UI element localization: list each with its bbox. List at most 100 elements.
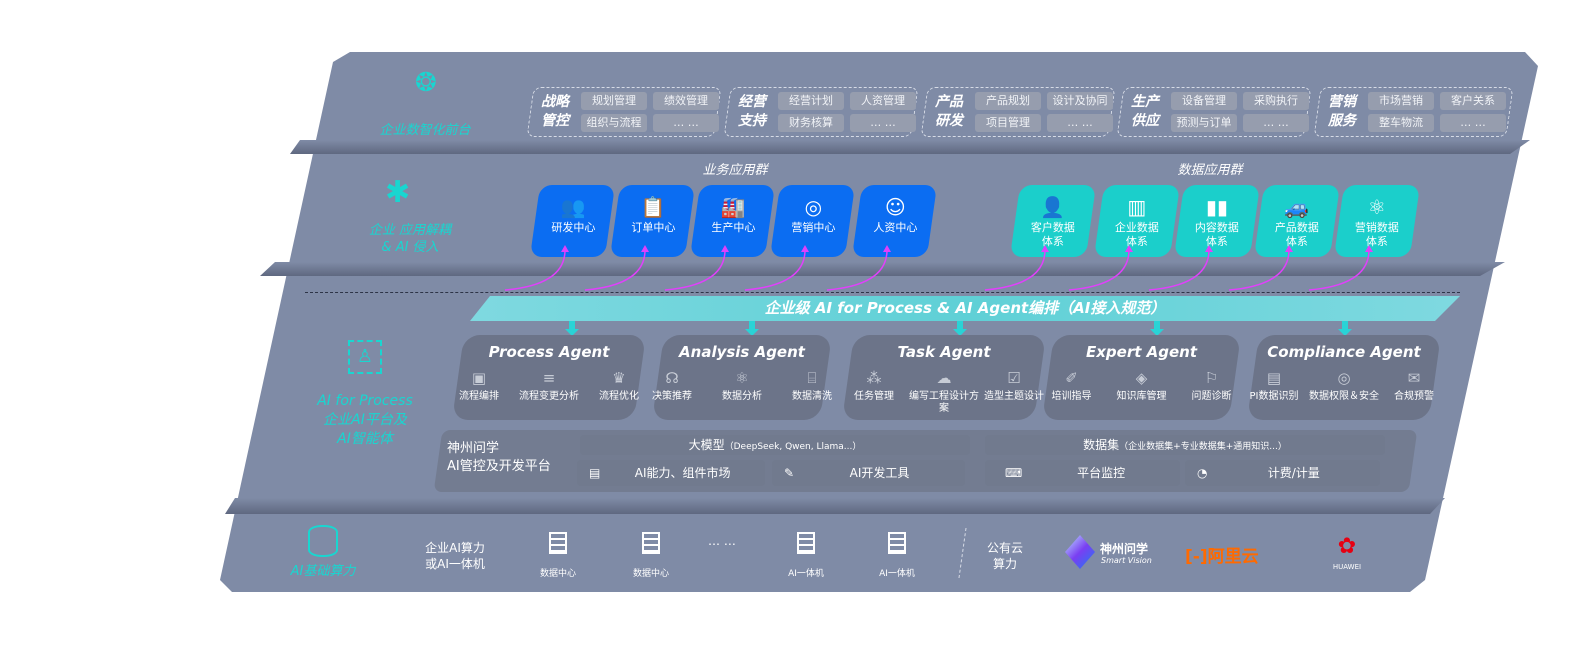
agent-feature[interactable]: ▣ 流程编排 xyxy=(444,369,514,403)
feature-icon: ▣ xyxy=(471,369,487,387)
server-label: AI一体机 xyxy=(788,569,824,579)
business-group-title: 业务应用群 xyxy=(702,163,768,178)
server-item: 数据中心 xyxy=(528,532,588,579)
public-cloud-2: 算力 xyxy=(992,557,1017,571)
server-item: AI一体机 xyxy=(867,532,927,579)
agent-card[interactable]: Task Agent ⁂ 任务管理 ☁ 编写工程设计方案 ☑ 造型主题设计 xyxy=(842,335,1046,420)
orchestration-banner: 企业级 AI for Process & AI Agent编排（AI接入规范） xyxy=(470,296,1460,321)
enterprise-compute-2: 或AI一体机 xyxy=(425,557,485,571)
apps-layer-label-1: 企业 应用解耦 xyxy=(368,223,452,238)
feature-label: 数据清洗 xyxy=(792,391,832,402)
platform-title-2: AI管控及开发平台 xyxy=(447,459,551,474)
arrowhead xyxy=(1041,245,1049,252)
feature-icon: ✉ xyxy=(1407,369,1421,387)
arrowhead xyxy=(1365,245,1373,252)
monitor-icon: ⌨ xyxy=(1005,466,1023,480)
teal-down-arrow xyxy=(1338,321,1352,336)
feature-icon: ◈ xyxy=(1135,369,1148,387)
dataset-bar: 数据集（企业数据集+专业数据集+通用知识...） xyxy=(985,435,1385,455)
layer-divider xyxy=(225,498,1445,514)
agent-card[interactable]: Process Agent ▣ 流程编排 ≡ 流程变更分析 ♛ 流程优化 xyxy=(452,335,646,420)
feature-icon: ▤ xyxy=(1266,369,1282,387)
magenta-connector xyxy=(1068,249,1130,291)
feature-label: 任务管理 xyxy=(854,391,894,402)
agent-feature[interactable]: ◎ 数据权限＆安全 xyxy=(1309,369,1379,403)
feature-label: 数据权限＆安全 xyxy=(1309,391,1379,402)
feature-label: 问题诊断 xyxy=(1191,391,1232,402)
feature-icon: ☁ xyxy=(936,369,952,387)
public-cloud-1: 公有云 xyxy=(986,541,1023,555)
magenta-connector xyxy=(744,249,806,291)
agent-card[interactable]: Analysis Agent ☊ 决策推荐 ⚛ 数据分析 ⌸ 数据清洗 xyxy=(652,335,832,420)
server-icon xyxy=(642,532,660,554)
smart-vision-cn: 神州问学 xyxy=(1100,542,1149,556)
feature-label: 数据分析 xyxy=(722,391,762,402)
feature-icon: ⚐ xyxy=(1204,369,1219,387)
agent-feature[interactable]: ▤ PI数据识别 xyxy=(1239,369,1309,403)
server-label: AI一体机 xyxy=(879,569,915,579)
feature-icon: ⁂ xyxy=(866,369,882,387)
feature-icon: ⌸ xyxy=(807,369,817,387)
feature-label: 合规预警 xyxy=(1394,391,1434,402)
teal-down-arrow xyxy=(745,321,759,336)
agent-feature[interactable]: ☊ 决策推荐 xyxy=(637,369,707,403)
server-item: AI一体机 xyxy=(776,532,836,579)
infra-label: AI基础算力 xyxy=(290,564,356,579)
magenta-connector xyxy=(1148,249,1210,291)
market-icon: ▤ xyxy=(589,466,601,480)
agent-feature[interactable]: ⚐ 问题诊断 xyxy=(1177,369,1247,403)
enterprise-compute: 企业AI算力 或AI一体机 xyxy=(410,540,500,572)
agent-card[interactable]: Expert Agent ✐ 培训指导 ◈ 知识库管理 ⚐ 问题诊断 xyxy=(1042,335,1241,420)
agent-name: Analysis Agent xyxy=(679,343,805,361)
server-item: 数据中心 xyxy=(621,532,681,579)
huawei-label: HUAWEI xyxy=(1332,563,1362,571)
dev-tool-icon: ✎ xyxy=(784,466,795,480)
agent-feature[interactable]: ⁂ 任务管理 xyxy=(839,369,909,403)
arrowhead xyxy=(561,245,569,252)
agent-feature[interactable]: ⚛ 数据分析 xyxy=(707,369,777,403)
layer-divider xyxy=(290,140,1530,154)
tool-billing: ◔ 计费/计量 xyxy=(1185,460,1380,486)
model-label: 大模型 xyxy=(688,438,725,452)
magenta-connector xyxy=(1228,249,1290,291)
arrowhead xyxy=(721,245,729,252)
data-group-title: 数据应用群 xyxy=(1177,163,1243,178)
tool-label: AI能力、组件市场 xyxy=(634,466,731,480)
magenta-connector xyxy=(584,249,646,291)
arrowhead xyxy=(1285,245,1293,252)
agent-feature[interactable]: ✐ 培训指导 xyxy=(1037,369,1107,403)
platform-title: 神州问学 AI管控及开发平台 xyxy=(447,440,551,476)
arrowhead xyxy=(883,245,891,252)
huawei-logo-icon: ✿ xyxy=(1337,534,1357,559)
aliyun-label: 阿里云 xyxy=(1207,547,1259,567)
ellipsis: … … xyxy=(708,534,736,548)
agent-feature[interactable]: ◈ 知识库管理 xyxy=(1107,369,1177,403)
agent-feature[interactable]: ≡ 流程变更分析 xyxy=(514,369,584,403)
tool-label: AI开发工具 xyxy=(849,466,910,480)
arrowhead xyxy=(1125,245,1133,252)
ai-layer-label-3: AI智能体 xyxy=(337,431,393,447)
public-cloud: 公有云 算力 xyxy=(980,540,1030,572)
feature-label: 编写工程设计方案 xyxy=(909,391,979,414)
dataset-label: 数据集 xyxy=(1083,438,1120,452)
magenta-connector xyxy=(664,249,726,291)
magenta-connector xyxy=(1308,249,1370,291)
gauge-icon: ◔ xyxy=(1197,466,1208,480)
agent-feature[interactable]: ✉ 合规预警 xyxy=(1379,369,1449,403)
agent-feature[interactable]: ☁ 编写工程设计方案 xyxy=(909,369,979,415)
feature-label: PI数据识别 xyxy=(1249,391,1299,402)
server-icon xyxy=(888,532,906,554)
arrowhead xyxy=(1205,245,1213,252)
smart-vision-en: Smart Vision xyxy=(1101,556,1152,565)
aliyun-logo: [-]阿里云 xyxy=(1185,542,1259,567)
tool-dev: ✎ AI开发工具 xyxy=(772,460,965,486)
feature-icon: ✐ xyxy=(1065,369,1078,387)
agent-feature[interactable]: ⌸ 数据清洗 xyxy=(777,369,847,403)
agent-card[interactable]: Compliance Agent ▤ PI数据识别 ◎ 数据权限＆安全 ✉ 合规预警 xyxy=(1247,335,1441,420)
feature-label: 流程编排 xyxy=(459,391,499,402)
ai-layer-label-2: 企业AI平台及 xyxy=(323,412,407,428)
dashed-separator xyxy=(305,292,1460,293)
feature-label: 流程变更分析 xyxy=(519,391,579,402)
tool-market: ▤ AI能力、组件市场 xyxy=(577,460,765,486)
apps-layer-label-2: & AI 侵入 xyxy=(381,240,439,255)
